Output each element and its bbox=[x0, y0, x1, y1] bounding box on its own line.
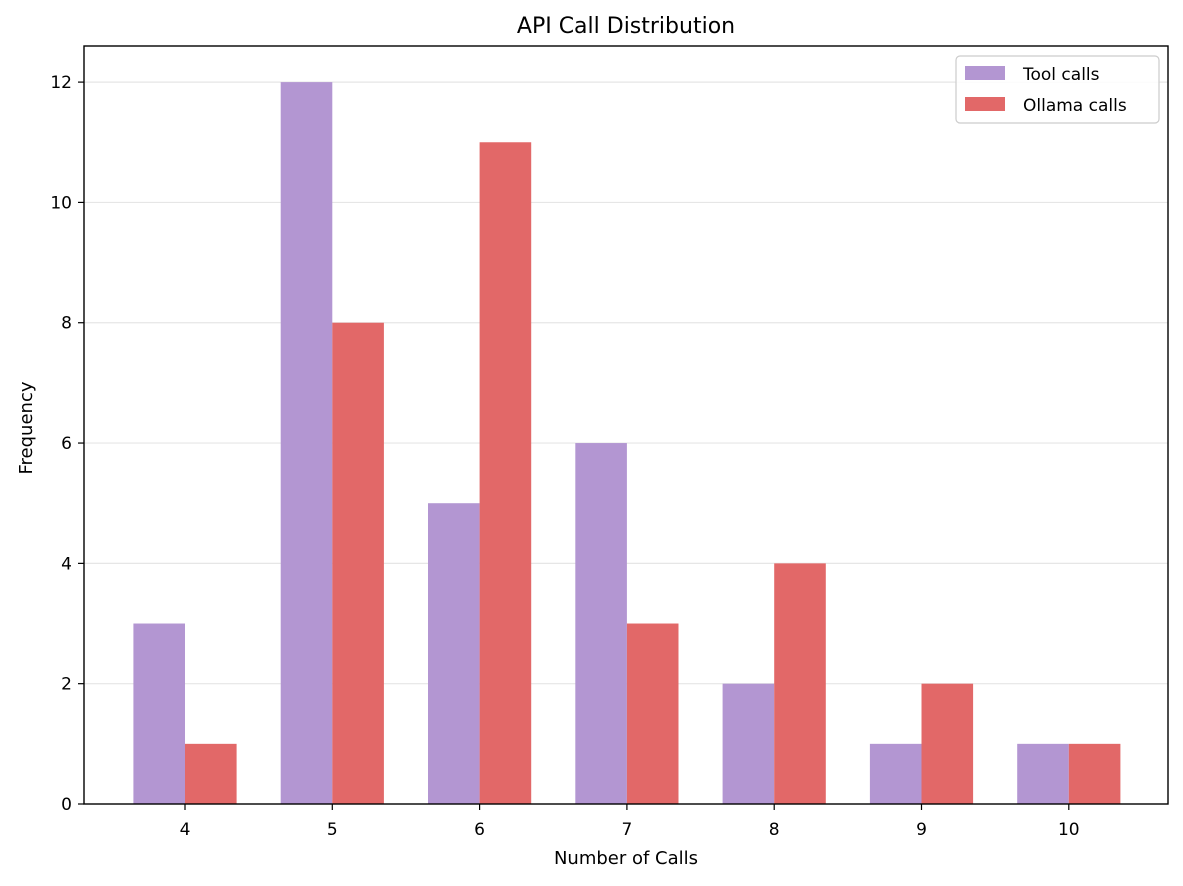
y-tick-label: 10 bbox=[50, 193, 72, 213]
bars bbox=[133, 82, 1121, 805]
y-tick-label: 0 bbox=[61, 795, 72, 815]
legend-swatch bbox=[965, 97, 1005, 111]
x-ticks: 4 5 6 7 8 9 10 bbox=[180, 804, 1080, 840]
x-tick-label: 6 bbox=[474, 820, 485, 840]
bar-ollama-calls bbox=[332, 322, 384, 804]
x-tick-label: 10 bbox=[1058, 820, 1080, 840]
bar-ollama-calls bbox=[1068, 743, 1121, 804]
plot-frame bbox=[83, 45, 1169, 805]
bar-ollama-calls bbox=[626, 623, 679, 804]
y-tick-label: 2 bbox=[61, 675, 72, 695]
bar-tool-calls bbox=[428, 503, 480, 804]
legend-label: Ollama calls bbox=[1023, 96, 1127, 116]
legend: Tool calls Ollama calls bbox=[955, 55, 1160, 124]
x-tick-label: 4 bbox=[180, 820, 191, 840]
y-tick-label: 4 bbox=[61, 554, 72, 574]
x-axis-label: Number of Calls bbox=[554, 848, 698, 869]
bar-tool-calls bbox=[1017, 743, 1069, 804]
y-ticks: 0 2 4 6 8 10 12 bbox=[50, 73, 84, 815]
legend-swatch bbox=[965, 66, 1005, 80]
y-axis-label: Frequency bbox=[16, 381, 37, 474]
legend-box bbox=[955, 55, 1160, 124]
y-tick-label: 8 bbox=[61, 314, 72, 334]
x-tick-label: 5 bbox=[327, 820, 338, 840]
bar-ollama-calls bbox=[774, 563, 826, 804]
axes bbox=[83, 45, 1169, 805]
y-tick-label: 12 bbox=[50, 73, 72, 93]
legend-label: Tool calls bbox=[1022, 65, 1100, 85]
bar-ollama-calls bbox=[185, 743, 237, 804]
bar-tool-calls bbox=[722, 683, 775, 804]
chart-title: API Call Distribution bbox=[517, 14, 735, 39]
x-tick-label: 9 bbox=[916, 820, 927, 840]
bar-ollama-calls bbox=[479, 142, 532, 804]
bar-tool-calls bbox=[575, 443, 627, 804]
y-tick-label: 6 bbox=[61, 434, 72, 454]
bar-ollama-calls bbox=[921, 683, 974, 804]
bar-tool-calls bbox=[133, 623, 185, 804]
bar-tool-calls bbox=[869, 743, 922, 804]
x-tick-label: 7 bbox=[621, 820, 632, 840]
bar-tool-calls bbox=[280, 82, 333, 805]
x-tick-label: 8 bbox=[769, 820, 780, 840]
